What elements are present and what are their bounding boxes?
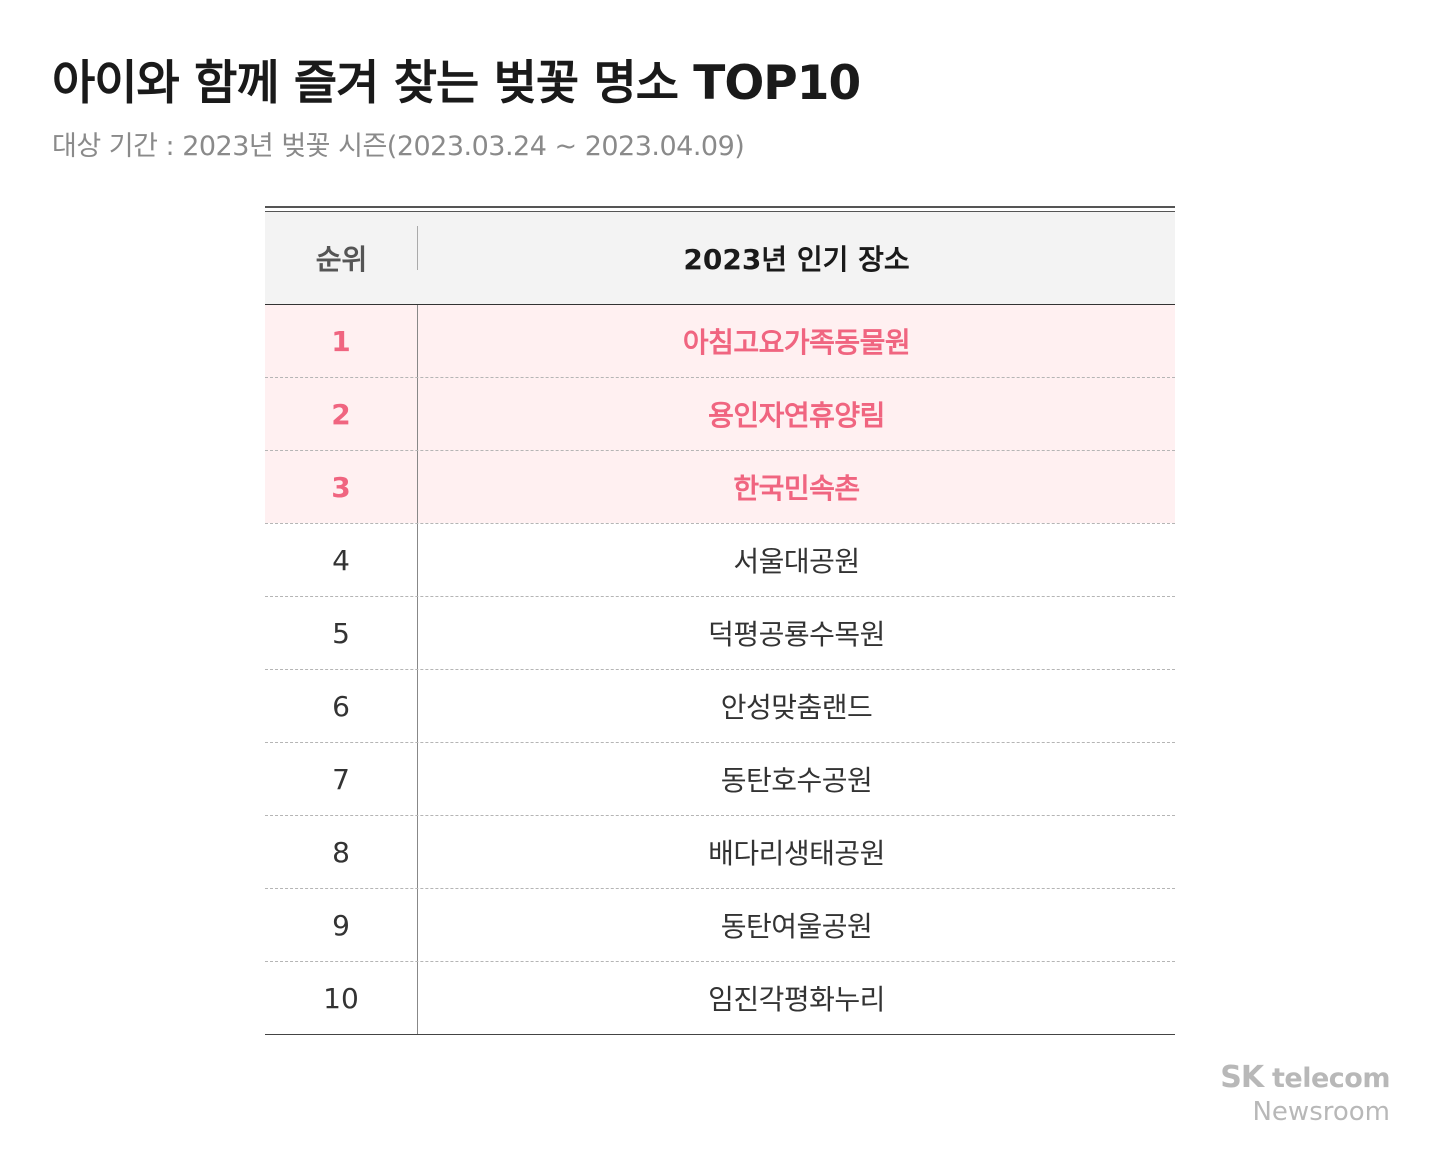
- table-row: 4 서울대공원: [265, 523, 1175, 596]
- rank-cell: 3: [265, 451, 418, 523]
- rank-cell: 10: [265, 962, 418, 1034]
- rank-cell: 8: [265, 816, 418, 888]
- rank-cell: 5: [265, 597, 418, 669]
- brand-line-sk-telecom: SK telecom: [1220, 1060, 1390, 1095]
- table-row: 3 한국민속촌: [265, 450, 1175, 523]
- table-body: 1 아침고요가족동물원 2 용인자연휴양림 3 한국민속촌 4 서울대공원 5 덕평공룡수목원 6 안…: [265, 305, 1175, 1035]
- page-title: 아이와 함께 즐겨 찾는 벚꽃 명소 TOP10: [52, 56, 861, 111]
- table-top-rule: [265, 206, 1175, 208]
- table-header: 순위 2023년 인기 장소: [265, 212, 1175, 305]
- ranking-table: 순위 2023년 인기 장소 1 아침고요가족동물원 2 용인자연휴양림 3 한국민속촌 4…: [265, 206, 1175, 1035]
- place-cell: 동탄여울공원: [720, 910, 873, 943]
- table-row: 9 동탄여울공원: [265, 888, 1175, 961]
- table-row: 1 아침고요가족동물원: [265, 305, 1175, 377]
- place-cell: 동탄호수공원: [720, 764, 873, 797]
- table-row: 8 배다리생태공원: [265, 815, 1175, 888]
- brand-sk: SK: [1220, 1060, 1264, 1095]
- brand-telecom: telecom: [1272, 1063, 1390, 1094]
- rank-cell: 7: [265, 743, 418, 815]
- place-cell: 용인자연휴양림: [708, 399, 885, 432]
- rank-cell: 4: [265, 524, 418, 596]
- brand-logo: SK telecom Newsroom: [1220, 1060, 1390, 1127]
- table-row: 6 안성맞춤랜드: [265, 669, 1175, 742]
- table-row: 2 용인자연휴양림: [265, 377, 1175, 450]
- brand-newsroom: Newsroom: [1252, 1097, 1390, 1127]
- place-cell: 덕평공룡수목원: [708, 618, 885, 651]
- rank-cell: 9: [265, 889, 418, 961]
- rank-cell: 6: [265, 670, 418, 742]
- table-row: 5 덕평공룡수목원: [265, 596, 1175, 669]
- place-cell: 안성맞춤랜드: [720, 691, 873, 724]
- place-cell: 아침고요가족동물원: [682, 326, 911, 359]
- place-cell: 서울대공원: [733, 545, 860, 578]
- place-cell: 한국민속촌: [733, 472, 860, 505]
- rank-cell: 2: [265, 378, 418, 450]
- table-top-rule-inner: [265, 211, 1175, 212]
- rank-cell: 1: [265, 305, 418, 377]
- place-cell: 임진각평화누리: [708, 983, 885, 1016]
- page-subtitle: 대상 기간 : 2023년 벚꽃 시즌(2023.03.24 ~ 2023.04…: [52, 131, 745, 162]
- header-rank: 순위: [265, 226, 418, 278]
- header-place: 2023년 인기 장소: [683, 243, 910, 276]
- place-cell: 배다리생태공원: [708, 837, 885, 870]
- table-row: 10 임진각평화누리: [265, 961, 1175, 1034]
- table-row: 7 동탄호수공원: [265, 742, 1175, 815]
